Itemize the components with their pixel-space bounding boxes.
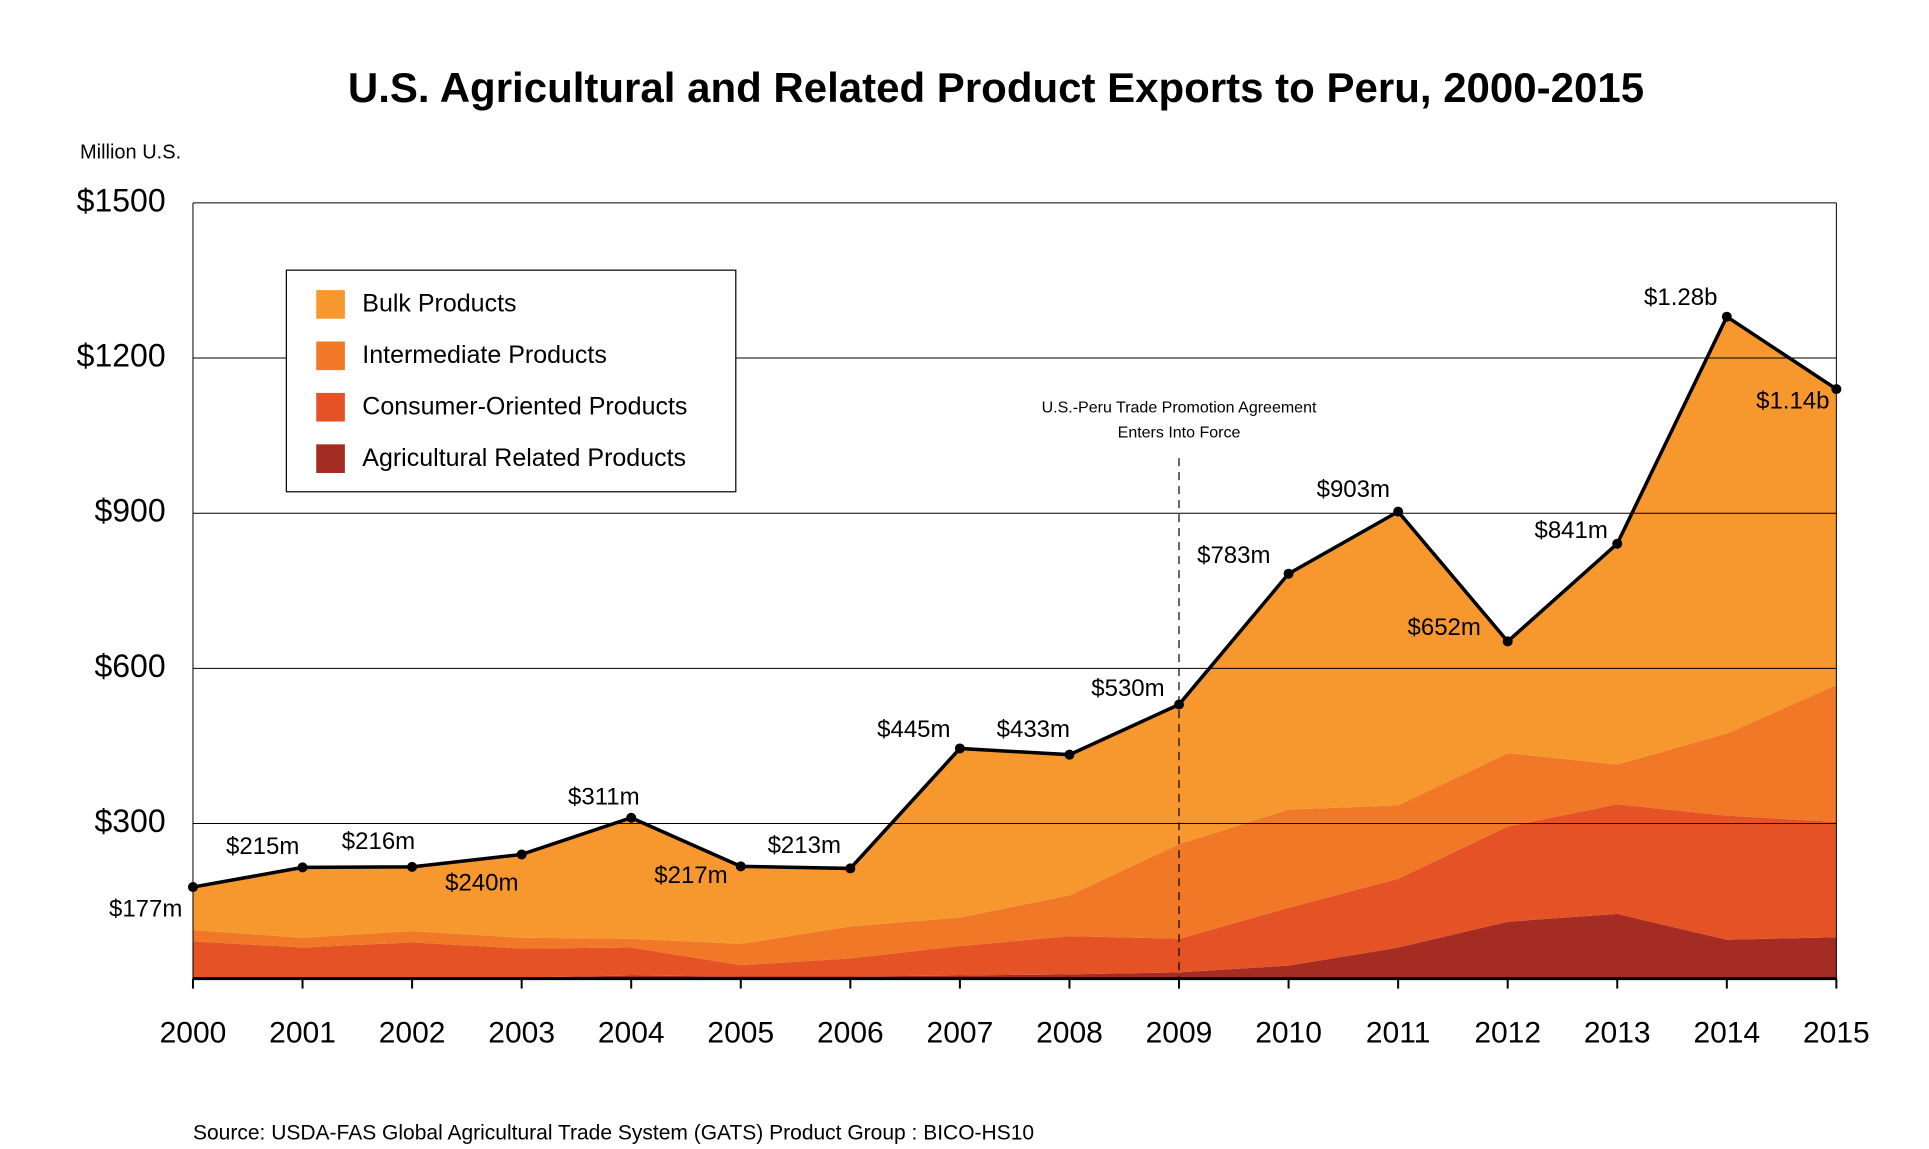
total-point bbox=[407, 861, 418, 872]
legend-label: Intermediate Products bbox=[362, 341, 607, 369]
total-point bbox=[735, 861, 746, 872]
total-point bbox=[1831, 384, 1842, 395]
total-line bbox=[192, 314, 1838, 889]
x-tick-label: 2003 bbox=[488, 1017, 555, 1050]
total-point bbox=[845, 863, 856, 874]
total-point bbox=[1283, 568, 1294, 579]
legend-label: Consumer-Oriented Products bbox=[362, 392, 687, 420]
legend-swatch bbox=[316, 392, 345, 422]
area bbox=[192, 913, 1837, 979]
value-label: $213m bbox=[768, 832, 841, 859]
x-tick-label: 2000 bbox=[160, 1017, 227, 1050]
total-point bbox=[187, 882, 198, 893]
total-point bbox=[297, 862, 308, 873]
x-tick-label: 2007 bbox=[927, 1017, 994, 1050]
y-tick-label: $300 bbox=[94, 803, 165, 839]
area bbox=[192, 804, 1837, 978]
value-label: $903m bbox=[1317, 476, 1390, 503]
x-tick-label: 2008 bbox=[1036, 1017, 1103, 1050]
annotation-text: Enters Into Force bbox=[1118, 424, 1241, 441]
value-label: $1.14b bbox=[1756, 387, 1829, 414]
chart-title: U.S. Agricultural and Related Product Ex… bbox=[348, 64, 1644, 111]
source-note: Source: USDA-FAS Global Agricultural Tra… bbox=[193, 1122, 1034, 1145]
total-point bbox=[1612, 538, 1623, 549]
area bbox=[192, 316, 1837, 944]
area bbox=[192, 684, 1837, 966]
x-tick-label: 2013 bbox=[1584, 1017, 1651, 1050]
y-tick-label: $600 bbox=[94, 648, 165, 684]
x-tick-label: 2004 bbox=[598, 1017, 665, 1050]
y-axis-label: Million U.S. bbox=[80, 141, 181, 163]
value-label: $215m bbox=[226, 833, 299, 860]
x-tick-label: 2011 bbox=[1366, 1017, 1431, 1050]
x-tick-label: 2002 bbox=[379, 1017, 446, 1050]
legend-label: Bulk Products bbox=[362, 290, 516, 318]
legend-box bbox=[285, 269, 737, 493]
value-label: $177m bbox=[109, 895, 182, 922]
value-label: $311m bbox=[568, 783, 640, 810]
total-point bbox=[1174, 699, 1185, 710]
y-tick-label: $900 bbox=[94, 493, 165, 529]
total-point bbox=[626, 812, 637, 823]
legend-swatch bbox=[316, 341, 345, 371]
legend-swatch bbox=[316, 290, 345, 319]
y-tick-label: $1200 bbox=[77, 338, 166, 374]
annotation-text: U.S.-Peru Trade Promotion Agreement bbox=[1042, 400, 1317, 417]
value-label: $240m bbox=[445, 869, 518, 896]
total-point bbox=[1393, 506, 1404, 517]
total-point bbox=[1064, 749, 1075, 760]
x-tick-label: 2015 bbox=[1803, 1017, 1870, 1050]
value-label: $652m bbox=[1408, 614, 1481, 641]
total-point bbox=[1502, 636, 1513, 647]
total-point bbox=[516, 849, 527, 860]
y-tick-label: $1500 bbox=[77, 182, 166, 218]
x-tick-label: 2012 bbox=[1474, 1017, 1541, 1050]
value-label: $216m bbox=[342, 828, 415, 855]
total-point bbox=[954, 743, 965, 754]
x-tick-label: 2010 bbox=[1255, 1017, 1322, 1050]
value-label: $530m bbox=[1091, 675, 1164, 702]
value-label: $1.28b bbox=[1644, 284, 1717, 311]
value-label: $217m bbox=[654, 862, 727, 889]
legend-swatch bbox=[316, 444, 345, 473]
value-label: $783m bbox=[1197, 542, 1270, 569]
legend-label: Agricultural Related Products bbox=[362, 444, 686, 472]
x-tick-label: 2001 bbox=[269, 1017, 336, 1050]
value-label: $841m bbox=[1534, 517, 1607, 544]
value-label: $433m bbox=[997, 716, 1070, 743]
x-tick-label: 2006 bbox=[817, 1017, 884, 1050]
x-tick-label: 2009 bbox=[1146, 1017, 1213, 1050]
total-point bbox=[1721, 311, 1732, 322]
x-tick-label: 2014 bbox=[1693, 1017, 1760, 1050]
x-tick-label: 2005 bbox=[707, 1017, 774, 1050]
value-label: $445m bbox=[877, 716, 950, 743]
